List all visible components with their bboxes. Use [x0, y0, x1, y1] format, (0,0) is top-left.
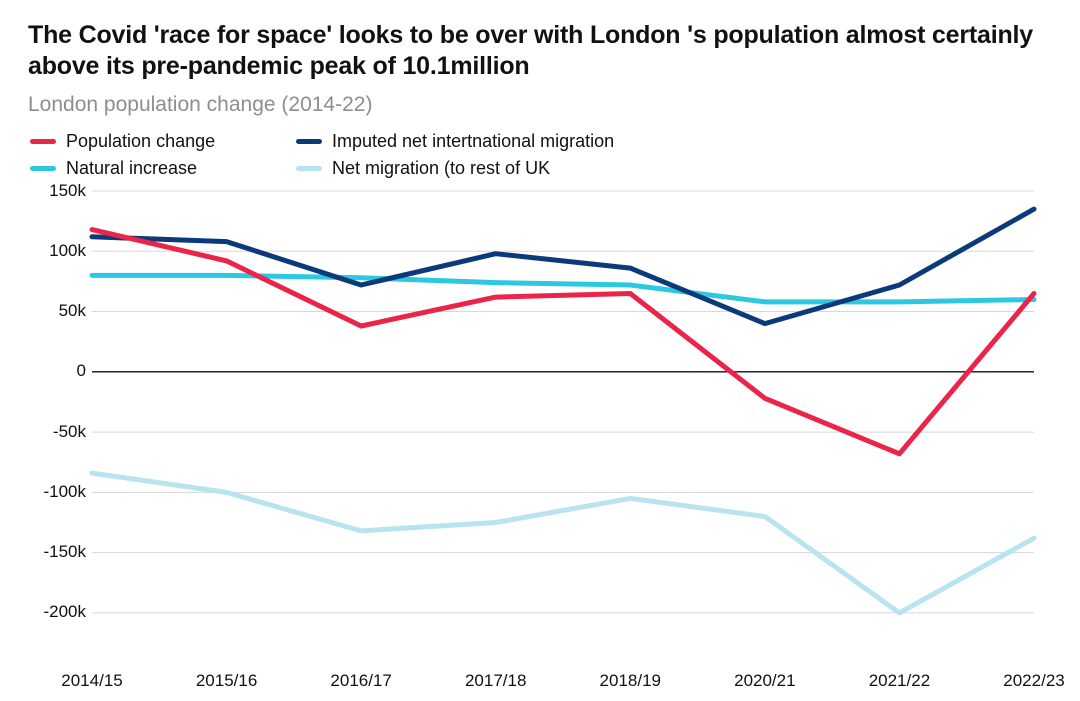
legend-swatch: [30, 166, 56, 171]
legend-item-natural: Natural increase: [30, 158, 276, 179]
x-tick-label: 2022/23: [1003, 671, 1064, 691]
legend: Population change Imputed net intertnati…: [30, 131, 1052, 179]
legend-swatch: [296, 139, 322, 144]
x-tick-label: 2017/18: [465, 671, 526, 691]
legend-label: Population change: [66, 131, 215, 152]
y-tick-label: -50k: [53, 422, 86, 442]
x-tick-label: 2015/16: [196, 671, 257, 691]
legend-item-intl-mig: Imputed net intertnational migration: [296, 131, 1052, 152]
legend-label: Natural increase: [66, 158, 197, 179]
y-tick-label: -100k: [43, 482, 86, 502]
y-tick-label: 0: [77, 361, 86, 381]
chart-svg: [28, 185, 1038, 665]
x-tick-label: 2016/17: [330, 671, 391, 691]
chart-title: The Covid 'race for space' looks to be o…: [28, 20, 1052, 83]
chart-area: 150k100k50k0-50k-100k-150k-200k2014/1520…: [28, 185, 1038, 665]
x-tick-label: 2021/22: [869, 671, 930, 691]
x-tick-label: 2020/21: [734, 671, 795, 691]
chart-subtitle: London population change (2014-22): [28, 93, 1052, 117]
legend-swatch: [296, 166, 322, 171]
y-tick-label: 100k: [49, 241, 86, 261]
legend-swatch: [30, 139, 56, 144]
y-tick-label: -200k: [43, 602, 86, 622]
legend-item-pop-change: Population change: [30, 131, 276, 152]
y-tick-label: -150k: [43, 542, 86, 562]
x-tick-label: 2018/19: [600, 671, 661, 691]
legend-label: Net migration (to rest of UK: [332, 158, 550, 179]
series-uk_mig: [92, 473, 1034, 613]
legend-item-uk-mig: Net migration (to rest of UK: [296, 158, 1052, 179]
y-tick-label: 50k: [59, 301, 86, 321]
legend-label: Imputed net intertnational migration: [332, 131, 614, 152]
y-tick-label: 150k: [49, 181, 86, 201]
x-tick-label: 2014/15: [61, 671, 122, 691]
